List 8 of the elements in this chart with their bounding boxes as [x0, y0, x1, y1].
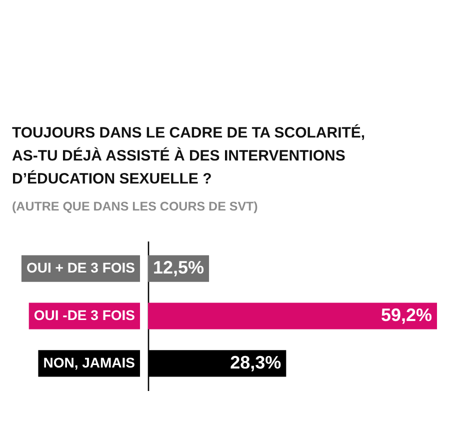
y-tick-label: NON, JAMAIS — [43, 354, 135, 370]
chart-title: TOUJOURS DANS LE CADRE DE TA SCOLARITÉ, AS-TU DÉJÀ ASSISTÉ À DES INTERVENTIONS D’ÉDUCATION SEXUELLE ? — [12, 124, 366, 188]
chart-subtitle: (AUTRE QUE DANS LES COURS DE SVT) — [12, 200, 258, 214]
y-tick-label: OUI -DE 3 FOIS — [34, 307, 135, 323]
y-tick-label: OUI + DE 3 FOIS — [26, 260, 135, 276]
data-label: 12,5% — [152, 258, 204, 278]
data-label: 28,3% — [230, 352, 282, 372]
data-label: 59,2% — [380, 305, 432, 325]
